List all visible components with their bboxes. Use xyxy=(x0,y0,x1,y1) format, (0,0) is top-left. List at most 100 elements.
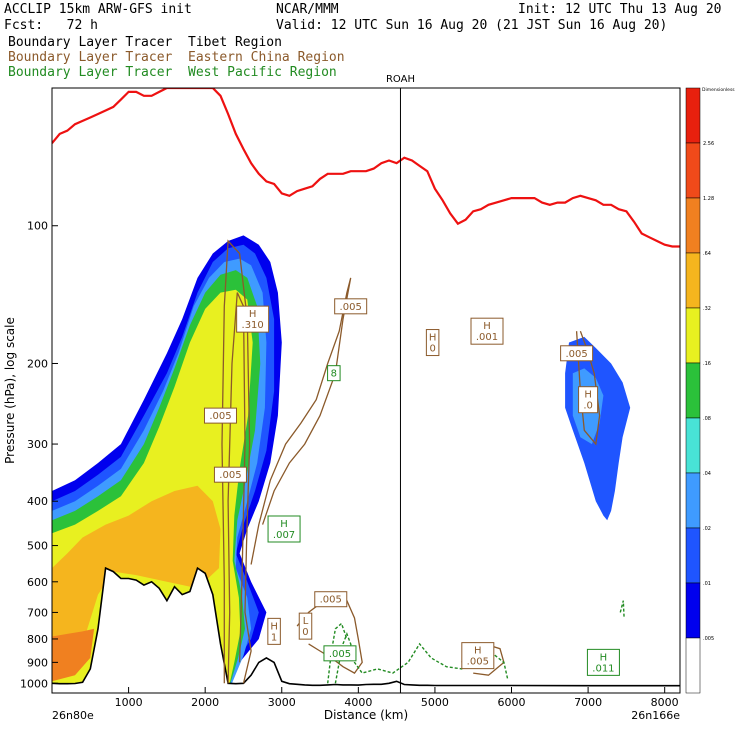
legend-eastern-china: Boundary Layer Tracer Eastern China Regi… xyxy=(8,50,345,65)
field-label-box xyxy=(334,298,368,315)
field-label-box xyxy=(213,466,247,483)
field-label-text: .0 xyxy=(583,401,593,412)
field-label-box xyxy=(236,305,270,333)
field-label-box xyxy=(425,329,440,357)
field-label-text: H xyxy=(584,390,592,401)
y-tick-label-100: 100 xyxy=(27,220,48,233)
colorbar-swatch-7 xyxy=(685,307,701,364)
forecast-hour: Fcst: 72 h xyxy=(4,18,98,33)
field-label-5: .005 xyxy=(560,345,594,362)
y-tick-label-1000: 1000 xyxy=(20,677,48,690)
y-tick-label-200: 200 xyxy=(27,357,48,370)
colorbar-swatch-6 xyxy=(685,362,701,419)
field-label-2: .005 xyxy=(334,298,368,315)
field-label-15: H.005 xyxy=(461,642,495,670)
field-label-text: L xyxy=(303,616,309,627)
colorbar-level-1: .005 xyxy=(703,636,714,642)
field-label-text: H xyxy=(270,621,278,632)
field-label-11: .005 xyxy=(314,591,348,608)
y-tick-label-400: 400 xyxy=(27,495,48,508)
field-label-box xyxy=(461,642,495,670)
colorbar-level-2: .01 xyxy=(703,581,711,587)
y-tick-label-800: 800 xyxy=(27,633,48,646)
tracer-fill-level-07 xyxy=(52,628,95,682)
x-tick-label-6000: 6000 xyxy=(498,696,526,709)
field-label-text: H xyxy=(429,333,437,344)
field-label-box xyxy=(267,515,301,543)
field-label-text: .310 xyxy=(242,320,264,331)
colorbar-swatch-11 xyxy=(685,87,701,144)
field-label-text: 0 xyxy=(302,627,308,638)
x-end-label: 26n166e xyxy=(631,709,680,722)
field-label-text: .001 xyxy=(476,332,498,343)
tracer-fill-level-06 xyxy=(52,485,221,663)
field-label-text: H xyxy=(483,321,491,332)
eastern-china-contour-3 xyxy=(250,277,352,565)
colorbar-swatch-9 xyxy=(685,197,701,254)
field-label-box xyxy=(298,612,313,640)
west-pacific-contour-2 xyxy=(327,622,348,684)
y-tick-label-600: 600 xyxy=(27,576,48,589)
x-tick-label-4000: 4000 xyxy=(344,696,372,709)
legend-tibet: Boundary Layer Tracer Tibet Region xyxy=(8,35,282,50)
field-label-text: .005 xyxy=(340,302,362,313)
colorbar-level-4: .04 xyxy=(703,471,711,477)
x-tick-label-8000: 8000 xyxy=(651,696,679,709)
model-title: ACCLIP 15km ARW-GFS init xyxy=(4,2,192,17)
field-label-8: H.0 xyxy=(578,386,599,414)
field-label-16: H.011 xyxy=(586,648,620,676)
colorbar-swatch-5 xyxy=(685,417,701,474)
y-axis-title: Pressure (hPa), log scale xyxy=(3,317,17,464)
x-tick-label-1000: 1000 xyxy=(115,696,143,709)
field-label-text: 1 xyxy=(271,632,277,643)
x-tick-label-5000: 5000 xyxy=(421,696,449,709)
x-axis-title: Distance (km) xyxy=(324,708,408,722)
valid-time: Valid: 12 UTC Sun 16 Aug 20 (21 JST Sun … xyxy=(276,18,668,33)
field-label-box xyxy=(327,365,341,382)
colorbar-swatch-1 xyxy=(685,637,701,694)
field-label-box xyxy=(314,591,348,608)
field-label-text: .005 xyxy=(565,349,587,360)
field-label-text: .005 xyxy=(320,595,342,606)
x-tick-label-3000: 3000 xyxy=(268,696,296,709)
field-label-text: .005 xyxy=(219,470,241,481)
y-tick-label-700: 700 xyxy=(27,606,48,619)
field-label-7: 8 xyxy=(327,365,341,382)
plot-frame xyxy=(51,87,681,694)
colorbar-swatch-4 xyxy=(685,472,701,529)
colorbar-swatch-10 xyxy=(685,142,701,199)
field-label-9: .005 xyxy=(213,466,247,483)
field-label-6: .005 xyxy=(203,407,237,424)
field-label-text: H xyxy=(280,519,288,530)
eastern-china-contour-2 xyxy=(227,292,246,684)
colorbar-title: Dimensionless xyxy=(702,87,735,93)
init-time: Init: 12 UTC Thu 13 Aug 20 xyxy=(518,2,722,17)
colorbar-level-10: 2.56 xyxy=(703,141,714,147)
field-label-14: .005 xyxy=(323,645,357,662)
field-label-text: 8 xyxy=(331,369,337,380)
field-label-text: .007 xyxy=(273,530,295,541)
terrain-line xyxy=(52,566,680,687)
x-start-label: 26n80e xyxy=(52,709,94,722)
field-label-text: 0 xyxy=(429,344,435,355)
colorbar-level-3: .02 xyxy=(703,526,711,532)
x-tick-label-2000: 2000 xyxy=(191,696,219,709)
colorbar-level-8: .64 xyxy=(703,251,711,257)
field-label-12: L0 xyxy=(298,612,313,640)
colorbar-swatch-2 xyxy=(685,582,701,639)
field-label-10: H.007 xyxy=(267,515,301,543)
field-label-text: H xyxy=(474,646,482,657)
field-label-box xyxy=(560,345,594,362)
field-label-text: .005 xyxy=(209,411,231,422)
field-label-box xyxy=(267,617,281,645)
y-tick-label-900: 900 xyxy=(27,656,48,669)
field-label-text: .005 xyxy=(329,649,351,660)
terrain-mask xyxy=(52,568,680,693)
field-label-text: .005 xyxy=(467,657,489,668)
field-label-text: H xyxy=(249,309,257,320)
field-label-3: H.001 xyxy=(470,317,504,345)
roah-marker-label: ROAH xyxy=(386,74,415,85)
colorbar-level-7: .32 xyxy=(703,306,711,312)
colorbar-level-6: .16 xyxy=(703,361,711,367)
